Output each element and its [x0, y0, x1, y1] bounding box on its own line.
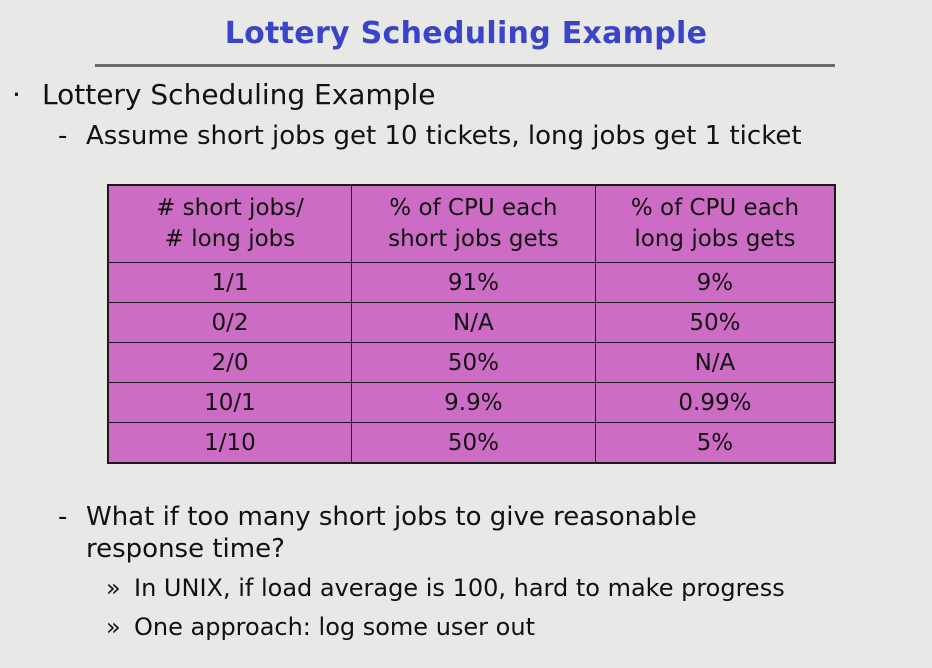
- cell-short-cpu: 9.9%: [350, 382, 596, 423]
- header-line: short jobs gets: [388, 226, 559, 252]
- cell-job-ratio: 2/0: [107, 342, 352, 383]
- cell-job-ratio: 10/1: [107, 382, 352, 423]
- slide-title: Lottery Scheduling Example: [224, 16, 708, 51]
- main-bullet-text: Lottery Scheduling Example: [42, 78, 436, 111]
- question-text-line1: What if too many short jobs to give reas…: [86, 502, 697, 532]
- sub-point-approach: » One approach: log some user out: [106, 612, 535, 642]
- cell-long-cpu: 50%: [594, 302, 836, 343]
- dash-marker: -: [58, 502, 68, 532]
- header-line: # short jobs/: [156, 195, 304, 221]
- title-divider: [95, 64, 835, 67]
- cell-job-ratio: 1/1: [107, 262, 352, 303]
- header-short-cpu: % of CPU each short jobs gets: [350, 184, 596, 263]
- table-row: 2/0 50% N/A: [107, 342, 836, 383]
- question-item: - What if too many short jobs to give rea…: [58, 501, 697, 533]
- main-bullet: · Lottery Scheduling Example: [12, 78, 436, 112]
- header-long-cpu: % of CPU each long jobs gets: [594, 184, 836, 263]
- table-header-row: # short jobs/ # long jobs % of CPU each …: [107, 184, 836, 263]
- sub-marker: »: [106, 574, 121, 602]
- header-line: # long jobs: [164, 226, 296, 252]
- header-line: long jobs gets: [634, 226, 796, 252]
- cell-job-ratio: 1/10: [107, 422, 352, 464]
- table-row: 10/1 9.9% 0.99%: [107, 382, 836, 423]
- cell-short-cpu: N/A: [350, 302, 596, 343]
- cell-short-cpu: 91%: [350, 262, 596, 303]
- question-text-line2: response time?: [86, 534, 285, 564]
- sub-marker: »: [106, 613, 121, 641]
- cell-long-cpu: 5%: [594, 422, 836, 464]
- cell-long-cpu: 9%: [594, 262, 836, 303]
- header-line: % of CPU each: [630, 195, 800, 221]
- dash-marker: -: [58, 121, 68, 151]
- cell-short-cpu: 50%: [350, 422, 596, 464]
- bullet-marker: ·: [12, 78, 21, 111]
- cell-job-ratio: 0/2: [107, 302, 352, 343]
- table-row: 0/2 N/A 50%: [107, 302, 836, 343]
- table-row: 1/1 91% 9%: [107, 262, 836, 303]
- header-job-ratio: # short jobs/ # long jobs: [107, 184, 352, 263]
- cpu-share-table: # short jobs/ # long jobs % of CPU each …: [107, 184, 836, 464]
- cell-long-cpu: 0.99%: [594, 382, 836, 423]
- sub-point-text: One approach: log some user out: [134, 613, 535, 641]
- cell-short-cpu: 50%: [350, 342, 596, 383]
- assumption-item: - Assume short jobs get 10 tickets, long …: [58, 120, 802, 152]
- assumption-text: Assume short jobs get 10 tickets, long j…: [86, 121, 802, 151]
- sub-point-unix: » In UNIX, if load average is 100, hard t…: [106, 573, 785, 603]
- header-line: % of CPU each: [389, 195, 558, 221]
- sub-point-text: In UNIX, if load average is 100, hard to…: [134, 574, 785, 602]
- cell-long-cpu: N/A: [594, 342, 836, 383]
- table-row: 1/10 50% 5%: [107, 422, 836, 464]
